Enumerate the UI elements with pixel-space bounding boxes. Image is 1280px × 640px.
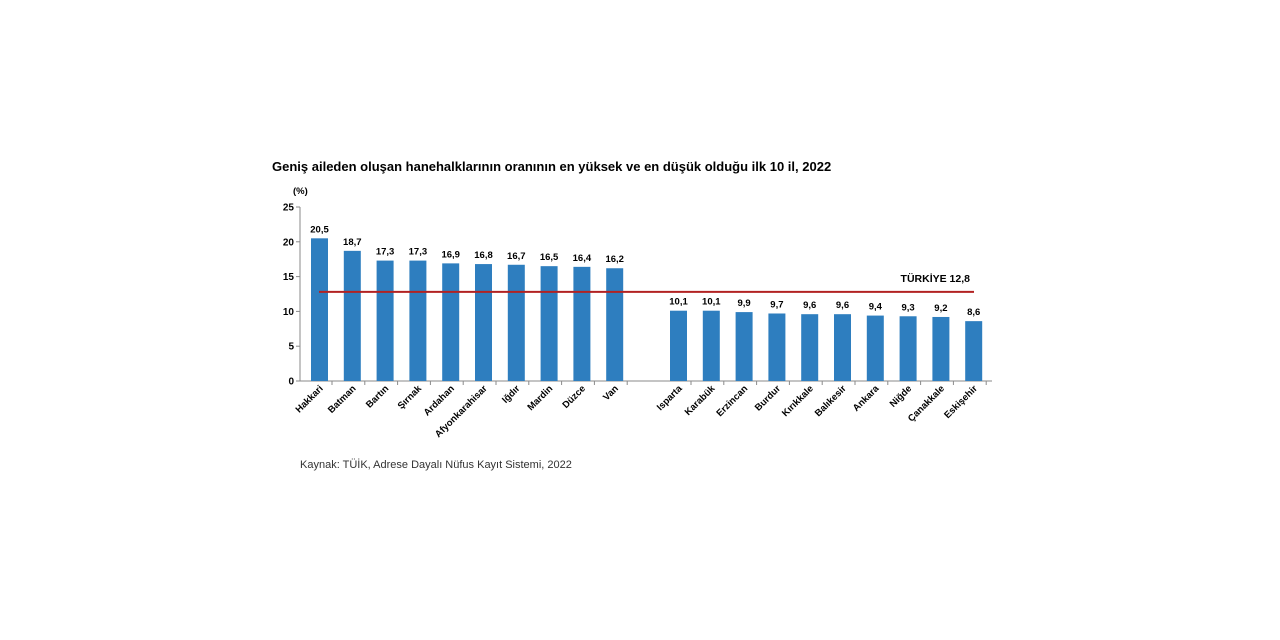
bar	[965, 321, 983, 381]
y-tick-label: 5	[288, 342, 294, 353]
y-tick-label: 10	[283, 307, 295, 318]
x-category-label: Eskişehir	[942, 383, 980, 421]
bar	[866, 315, 884, 381]
bar-value-label: 8,6	[967, 307, 980, 318]
bar	[702, 310, 720, 381]
y-tick-label: 0	[288, 377, 294, 388]
bar	[932, 316, 950, 381]
bar-value-label: 16,9	[441, 249, 460, 260]
bar-value-label: 16,2	[605, 254, 624, 265]
bar	[573, 266, 591, 381]
bar-value-label: 10,1	[669, 297, 688, 308]
x-category-label: Erzincan	[714, 383, 750, 419]
bar	[768, 313, 786, 381]
bar-value-label: 16,8	[474, 250, 493, 261]
y-tick-label: 20	[283, 237, 295, 248]
x-category-label: Karabük	[683, 383, 718, 418]
bar-value-label: 9,3	[901, 302, 914, 313]
bar	[540, 266, 558, 381]
bar	[899, 316, 917, 381]
x-category-label: Balıkesir	[813, 383, 849, 419]
x-category-label: Isparta	[655, 383, 685, 413]
bar	[834, 314, 851, 381]
bar	[311, 238, 328, 381]
bar	[735, 312, 753, 381]
x-category-label: Mardin	[525, 383, 555, 413]
x-category-label: Niğde	[888, 383, 914, 409]
bar	[442, 263, 460, 381]
bar-value-label: 20,5	[310, 224, 329, 235]
reference-line-label: TÜRKİYE 12,8	[901, 272, 971, 285]
chart-title: Geniş aileden oluşan hanehalklarının ora…	[272, 159, 832, 174]
bar-value-label: 17,3	[376, 247, 395, 258]
bar-value-label: 16,4	[573, 253, 592, 264]
x-category-label: Van	[601, 383, 621, 403]
bar	[670, 310, 687, 381]
y-axis-label: (%)	[293, 186, 308, 197]
source-note: Kaynak: TÜİK, Adrese Dayalı Nüfus Kayıt …	[300, 459, 572, 471]
x-category-label: Şırnak	[396, 383, 425, 412]
x-category-label: Iğdır	[500, 383, 523, 406]
x-category-label: Burdur	[753, 383, 783, 413]
bar	[409, 260, 427, 381]
bar-value-label: 9,7	[770, 299, 783, 310]
y-tick-label: 25	[283, 203, 295, 214]
x-category-label: Batman	[326, 383, 359, 416]
bar-value-label: 16,5	[540, 252, 559, 263]
bar-value-label: 9,6	[836, 300, 849, 311]
bar	[343, 250, 361, 381]
bar-value-label: 9,4	[869, 302, 883, 313]
bar-value-label: 9,2	[934, 303, 947, 314]
bar	[507, 264, 525, 381]
x-category-label: Hakkari	[294, 383, 326, 415]
bar	[475, 264, 492, 381]
y-tick-label: 15	[283, 272, 295, 283]
bar	[376, 260, 394, 381]
x-category-label: Kırıkkale	[780, 383, 816, 419]
bar	[801, 314, 819, 381]
bar-value-label: 17,3	[409, 247, 428, 258]
bar-value-label: 9,6	[803, 300, 816, 311]
x-category-label: Düzce	[560, 383, 588, 411]
bar	[606, 268, 624, 381]
x-category-label: Bartın	[364, 383, 391, 410]
bar-value-label: 16,7	[507, 251, 526, 262]
x-category-label: Ankara	[851, 383, 882, 414]
bar-value-label: 10,1	[702, 297, 721, 308]
bar-value-label: 9,9	[737, 298, 750, 309]
bar-value-label: 18,7	[343, 237, 362, 248]
